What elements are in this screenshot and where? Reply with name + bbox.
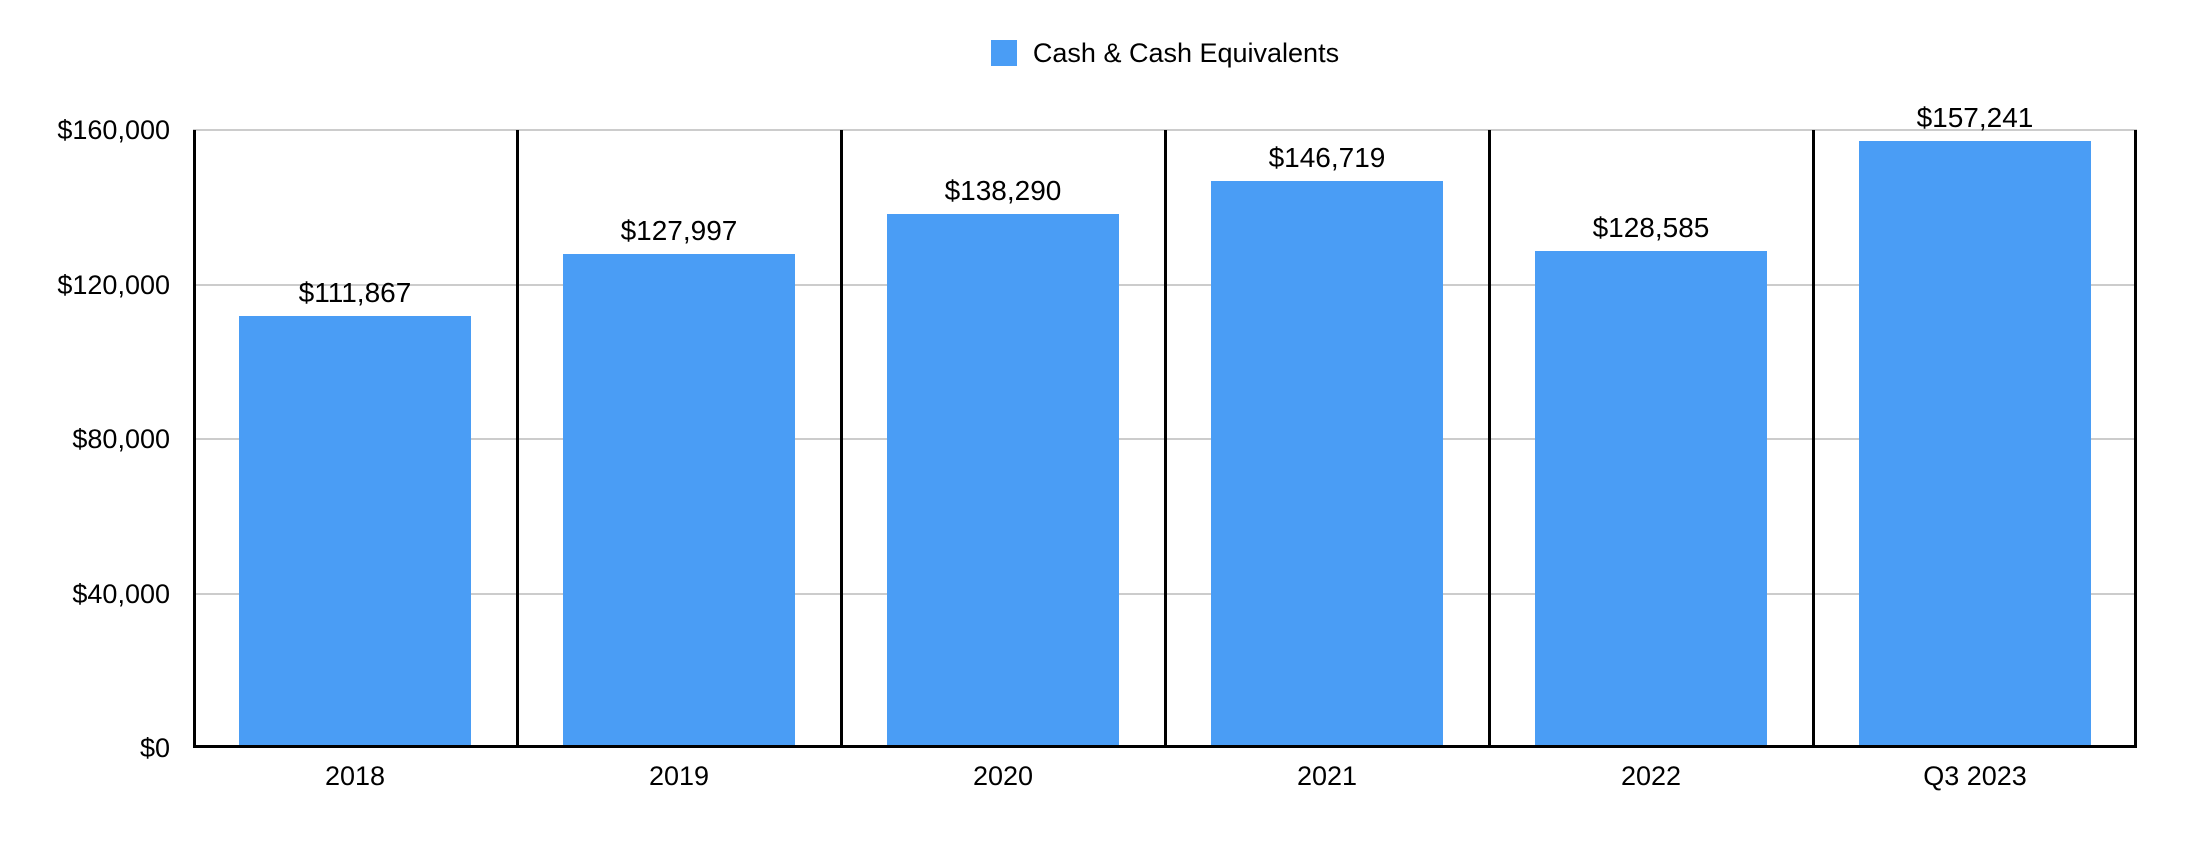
panel-divider [1488,130,1491,748]
bar [1535,251,1767,748]
y-tick-label: $120,000 [57,269,170,300]
y-tick-label: $160,000 [57,115,170,145]
bar [563,253,795,748]
x-tick-label: 2021 [1296,761,1358,791]
y-tick-label: $40,000 [72,578,170,609]
panel-divider [840,130,843,748]
bar-value-label: $138,290 [944,174,1062,206]
bar-value-label: $157,241 [1916,101,2034,133]
x-tick-label: 2019 [648,761,710,791]
panel-divider [1164,130,1167,748]
x-tick-label: Q3 2023 [1923,761,2027,791]
y-axis-line [193,130,196,748]
x-tick-label: 2022 [1620,761,1682,791]
x-tick-label: 2020 [972,761,1034,791]
bar [1211,181,1443,748]
bar [1859,140,2091,748]
legend-swatch [990,40,1017,66]
panel-divider [2134,130,2137,748]
bar-value-label: $127,997 [620,214,738,246]
legend-label: Cash & Cash Equivalents [1032,38,1340,68]
bar-value-label: $146,719 [1268,142,1386,174]
chart-legend: Cash & Cash Equivalents [193,39,2137,67]
panel-divider [516,130,519,748]
bar-value-label: $111,867 [298,276,412,308]
x-tick-label: 2018 [324,761,386,791]
bar [239,315,471,748]
y-tick-label: $0 [139,733,170,763]
y-tick-label: $80,000 [72,424,170,454]
bar [887,213,1119,748]
panel-divider [1812,130,1815,748]
bar-value-label: $128,585 [1592,212,1710,244]
x-axis-line [193,745,2137,748]
plot-area: $111,867 $127,997 $138,290 $146,719 $128,585… [193,102,2137,748]
